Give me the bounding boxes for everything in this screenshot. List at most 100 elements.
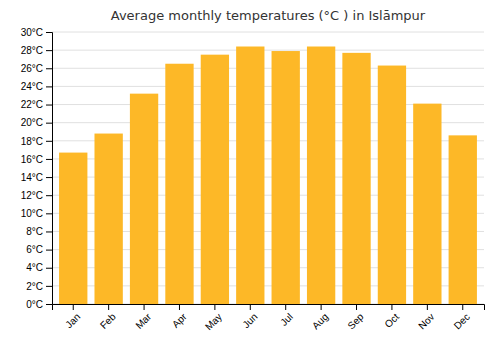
y-tick-mark: [46, 286, 52, 287]
x-tick: Sep: [345, 304, 366, 331]
y-tick-mark: [46, 32, 52, 33]
y-tick-label: 4°C: [26, 262, 43, 273]
y-tick: 18°C: [21, 136, 52, 147]
bars: [59, 47, 477, 304]
y-tick-mark: [46, 213, 52, 214]
x-tick: Dec: [452, 304, 472, 331]
y-tick: 8°C: [26, 226, 52, 237]
y-tick: 28°C: [21, 45, 52, 56]
x-tick-mark: [321, 304, 322, 310]
y-tick-label: 28°C: [21, 45, 43, 56]
grid-line: [52, 50, 484, 51]
x-tick-mark: [427, 304, 428, 310]
y-tick-mark: [46, 68, 52, 69]
x-tick-mark: [179, 304, 180, 310]
bar: [59, 153, 87, 304]
bar: [413, 104, 441, 304]
y-tick: 2°C: [26, 281, 52, 292]
y-tick: 20°C: [21, 117, 52, 128]
y-tick-label: 8°C: [26, 226, 43, 237]
y-tick: 26°C: [21, 63, 52, 74]
y-tick-mark: [46, 123, 52, 124]
y-tick: 14°C: [21, 172, 52, 183]
y-tick-label: 26°C: [21, 63, 43, 74]
x-tick: Apr: [170, 304, 189, 330]
grid-line: [52, 32, 484, 33]
bar: [342, 53, 370, 304]
y-tick-mark: [46, 159, 52, 160]
x-tick-label: Jun: [240, 311, 259, 330]
y-tick-label: 0°C: [26, 299, 43, 310]
x-tick: Nov: [416, 304, 436, 331]
y-tick-label: 20°C: [21, 117, 43, 128]
grid-line: [52, 68, 484, 69]
y-tick: 6°C: [26, 244, 52, 255]
y-axis-line: [46, 33, 53, 305]
y-tick-label: 12°C: [21, 190, 43, 201]
x-tick-label: Nov: [416, 311, 436, 331]
y-tick: 16°C: [21, 154, 52, 165]
x-tick-label: Jul: [278, 311, 295, 328]
y-tick: 0°C: [26, 299, 52, 310]
x-tick: Jun: [240, 304, 259, 330]
y-tick: 22°C: [21, 99, 52, 110]
x-tick-mark: [73, 304, 74, 310]
bar: [378, 66, 406, 304]
x-axis: Jan Feb Mar Apr May Jun Jul Aug Sep Oct Nov Dec: [53, 304, 485, 332]
y-tick-mark: [46, 86, 52, 87]
bar: [272, 51, 300, 304]
x-tick-label: Oct: [382, 311, 401, 330]
y-tick: 24°C: [21, 81, 52, 92]
bar: [165, 64, 193, 304]
x-tick-label: Mar: [133, 311, 153, 331]
y-tick-label: 30°C: [21, 27, 43, 38]
x-tick-mark: [250, 304, 251, 310]
y-tick-mark: [46, 231, 52, 232]
x-tick-label: Sep: [345, 311, 366, 332]
x-tick-label: Jan: [63, 311, 82, 330]
x-axis-line: [53, 305, 485, 311]
plot: 0°C 2°C 4°C 6°C 8°C 10°C 12°C 14°C 16°C 18°C 20°C 2…: [21, 27, 485, 333]
x-tick: Feb: [98, 304, 118, 331]
y-tick: 10°C: [21, 208, 52, 219]
y-tick: 30°C: [21, 27, 52, 38]
y-tick-mark: [46, 141, 52, 142]
x-tick: Mar: [133, 304, 153, 331]
bar: [130, 94, 158, 304]
y-tick-label: 2°C: [26, 281, 43, 292]
x-tick: Jul: [278, 304, 295, 328]
y-tick: 12°C: [21, 190, 52, 201]
grid: [52, 32, 484, 304]
x-tick-mark: [214, 304, 215, 310]
y-tick-mark: [46, 177, 52, 178]
x-tick: Jan: [63, 304, 82, 330]
x-tick-mark: [144, 304, 145, 310]
grid-line: [52, 86, 484, 87]
x-tick-mark: [285, 304, 286, 310]
bar: [94, 134, 122, 304]
y-tick-label: 14°C: [21, 172, 43, 183]
y-tick-mark: [46, 304, 52, 305]
y-tick-mark: [46, 250, 52, 251]
x-tick-label: Feb: [98, 311, 118, 331]
x-tick-label: May: [203, 311, 224, 332]
y-tick-label: 18°C: [21, 136, 43, 147]
title: Average monthly temperatures (°C ) in Is…: [111, 8, 426, 23]
y-tick-label: 22°C: [21, 99, 43, 110]
x-tick: Aug: [310, 304, 330, 331]
y-tick-label: 10°C: [21, 208, 43, 219]
x-tick-mark: [462, 304, 463, 310]
bar: [307, 47, 335, 304]
y-tick-mark: [46, 105, 52, 106]
bar: [201, 55, 229, 304]
y-tick-label: 24°C: [21, 81, 43, 92]
x-tick-label: Dec: [452, 311, 472, 331]
x-tick-mark: [391, 304, 392, 310]
x-tick-label: Apr: [170, 311, 189, 330]
y-tick-mark: [46, 195, 52, 196]
bar: [236, 47, 264, 304]
y-tick-label: 16°C: [21, 154, 43, 165]
chart: 0°C 2°C 4°C 6°C 8°C 10°C 12°C 14°C 16°C 18°C 20°C 2…: [0, 0, 500, 350]
x-tick: Oct: [382, 304, 401, 330]
y-tick-mark: [46, 50, 52, 51]
